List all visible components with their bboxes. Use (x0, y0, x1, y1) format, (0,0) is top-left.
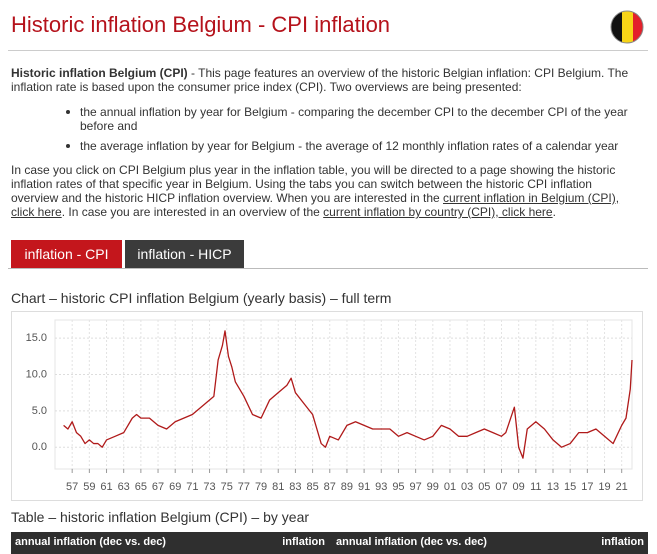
link[interactable]: current inflation in Belgium (CPI), clic… (11, 191, 620, 219)
table-header: annual inflation (dec vs. dec) inflation… (11, 532, 648, 554)
x-tick-label: 07 (495, 481, 507, 493)
x-tick-label: 65 (135, 481, 147, 493)
divider (8, 50, 648, 51)
intro-bold: Historic inflation Belgium (CPI) (11, 66, 188, 80)
x-tick-label: 97 (410, 481, 422, 493)
link[interactable]: current inflation by country (CPI), clic… (323, 205, 553, 219)
x-tick-label: 63 (118, 481, 130, 493)
x-tick-label: 93 (375, 481, 387, 493)
x-tick-label: 09 (513, 481, 525, 493)
x-tick-label: 03 (461, 481, 473, 493)
tab-active[interactable]: inflation - CPI (11, 240, 122, 268)
bullet: the average inflation by year for Belgiu… (66, 139, 640, 153)
x-tick-label: 91 (358, 481, 370, 493)
chart-title: Chart – historic CPI inflation Belgium (… (11, 290, 392, 306)
bullet: the annual inflation by year for Belgium… (66, 105, 640, 133)
text: . In case you are interested in an overv… (61, 205, 324, 219)
x-tick-label: 67 (152, 481, 164, 493)
tab[interactable]: inflation - HICP (125, 240, 244, 268)
intro-paragraph: Historic inflation Belgium (CPI) - This … (11, 66, 636, 94)
x-tick-label: 57 (66, 481, 78, 493)
table-title: Table – historic inflation Belgium (CPI)… (11, 509, 310, 525)
page-title: Historic inflation Belgium - CPI inflati… (11, 12, 391, 37)
bullet-list: the annual inflation by year for Belgium… (66, 105, 640, 153)
x-tick-label: 99 (427, 481, 439, 493)
y-tick-label: 0.0 (32, 441, 47, 453)
paragraph: In case you click on CPI Belgium plus ye… (11, 163, 641, 219)
x-tick-label: 01 (444, 481, 456, 493)
x-tick-label: 81 (272, 481, 284, 493)
x-tick-label: 85 (306, 481, 318, 493)
x-tick-label: 59 (83, 481, 95, 493)
plot-area (54, 319, 633, 470)
x-tick-label: 87 (324, 481, 336, 493)
text: . (552, 205, 556, 219)
x-tick-label: 13 (547, 481, 559, 493)
header-cell: annual inflation (dec vs. dec) (336, 536, 487, 548)
header-cell: inflation (282, 536, 325, 548)
header-cell: inflation (601, 536, 644, 548)
x-tick-label: 75 (221, 481, 233, 493)
x-tick-label: 05 (478, 481, 490, 493)
text: In case you click on CPI Belgium plus ye… (11, 163, 616, 205)
header-cell: annual inflation (dec vs. dec) (15, 536, 166, 548)
intro-text: - This page features an overview of the … (11, 66, 629, 94)
x-tick-label: 95 (392, 481, 404, 493)
x-tick-label: 69 (169, 481, 181, 493)
chart: 0.0 5.0 10.0 15.0 57 59 61 63 65 67 69 71 73 75 77 79 81… (26, 319, 633, 493)
line (63, 330, 633, 459)
x-tick-label: 79 (255, 481, 267, 493)
x-tick-label: 17 (581, 481, 593, 493)
x-tick-label: 83 (289, 481, 301, 493)
x-tick-label: 89 (341, 481, 353, 493)
x-tick-label: 19 (598, 481, 610, 493)
x-tick-label: 21 (616, 481, 628, 493)
x-tick-label: 61 (100, 481, 112, 493)
x-tick-label: 73 (203, 481, 215, 493)
x-tick-label: 71 (186, 481, 198, 493)
x-tick-label: 11 (530, 481, 541, 493)
y-tick-label: 5.0 (32, 405, 47, 417)
x-tick-label: 77 (238, 481, 250, 493)
y-tick-label: 15.0 (26, 332, 47, 344)
chart-frame (11, 311, 643, 501)
flag-icon (610, 10, 644, 44)
tab-divider (8, 268, 648, 269)
y-tick-label: 10.0 (26, 368, 47, 380)
x-tick-label: 15 (564, 481, 576, 493)
